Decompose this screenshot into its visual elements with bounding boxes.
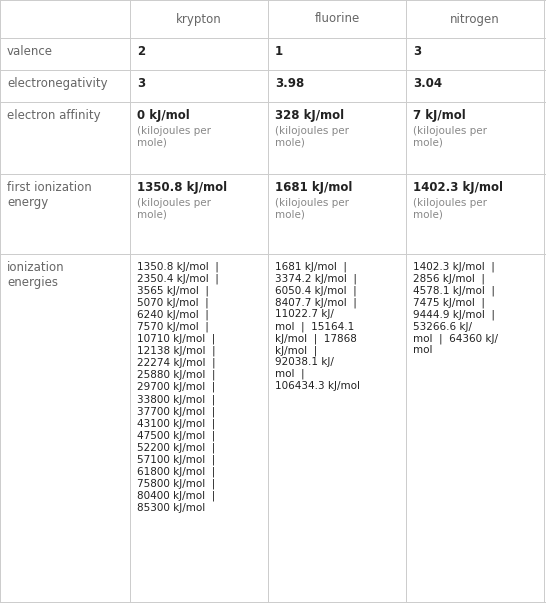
Text: (kilojoules per
mole): (kilojoules per mole)	[275, 198, 349, 219]
Text: valence: valence	[7, 45, 53, 58]
Text: (kilojoules per
mole): (kilojoules per mole)	[137, 126, 211, 147]
Text: 7 kJ/mol: 7 kJ/mol	[413, 109, 466, 122]
Text: first ionization
energy: first ionization energy	[7, 181, 92, 209]
Text: 0 kJ/mol: 0 kJ/mol	[137, 109, 190, 122]
Text: 2: 2	[137, 45, 145, 58]
Text: nitrogen: nitrogen	[450, 13, 500, 25]
Text: 1402.3 kJ/mol  |
2856 kJ/mol  |
4578.1 kJ/mol  |
7475 kJ/mol  |
9444.9 kJ/mol  |: 1402.3 kJ/mol | 2856 kJ/mol | 4578.1 kJ/…	[413, 261, 498, 355]
Text: ionization
energies: ionization energies	[7, 261, 64, 289]
Text: krypton: krypton	[176, 13, 222, 25]
Text: 3: 3	[413, 45, 421, 58]
Text: electronegativity: electronegativity	[7, 77, 108, 90]
Text: 1681 kJ/mol: 1681 kJ/mol	[275, 181, 352, 194]
Text: 1402.3 kJ/mol: 1402.3 kJ/mol	[413, 181, 503, 194]
Text: (kilojoules per
mole): (kilojoules per mole)	[413, 198, 487, 219]
Text: (kilojoules per
mole): (kilojoules per mole)	[275, 126, 349, 147]
Text: (kilojoules per
mole): (kilojoules per mole)	[413, 126, 487, 147]
Text: 3.98: 3.98	[275, 77, 304, 90]
Text: 328 kJ/mol: 328 kJ/mol	[275, 109, 344, 122]
Text: fluorine: fluorine	[314, 13, 360, 25]
Text: 1350.8 kJ/mol  |
2350.4 kJ/mol  |
3565 kJ/mol  |
5070 kJ/mol  |
6240 kJ/mol  |
7: 1350.8 kJ/mol | 2350.4 kJ/mol | 3565 kJ/…	[137, 261, 219, 513]
Text: 3: 3	[137, 77, 145, 90]
Text: 1681 kJ/mol  |
3374.2 kJ/mol  |
6050.4 kJ/mol  |
8407.7 kJ/mol  |
11022.7 kJ/
mo: 1681 kJ/mol | 3374.2 kJ/mol | 6050.4 kJ/…	[275, 261, 360, 391]
Text: 1: 1	[275, 45, 283, 58]
Text: (kilojoules per
mole): (kilojoules per mole)	[137, 198, 211, 219]
Text: 3.04: 3.04	[413, 77, 442, 90]
Text: 1350.8 kJ/mol: 1350.8 kJ/mol	[137, 181, 227, 194]
Text: electron affinity: electron affinity	[7, 109, 100, 122]
